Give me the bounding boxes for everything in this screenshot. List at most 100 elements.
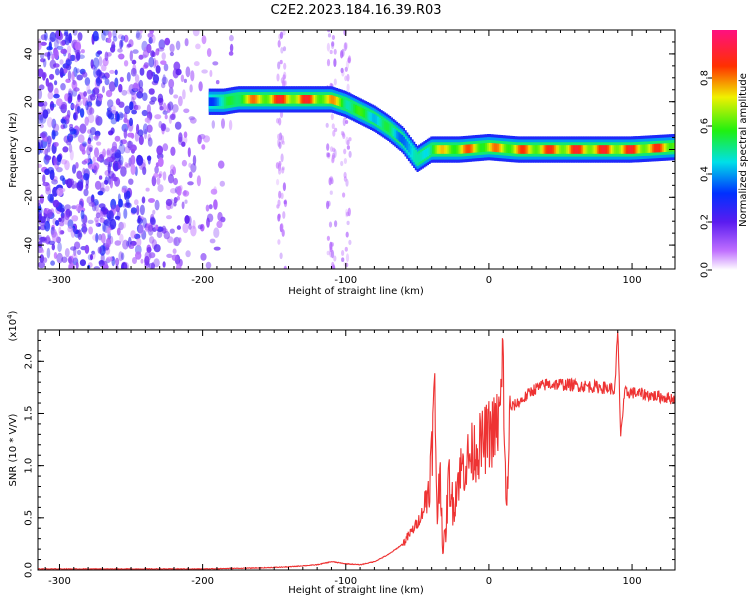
heatmap-cell	[340, 67, 344, 74]
heatmap-cell	[343, 158, 347, 164]
heatmap-cell	[541, 145, 545, 154]
heatmap-cell	[84, 77, 91, 86]
heatmap-cell	[83, 188, 89, 197]
heatmap-cell	[52, 186, 59, 197]
heatmap-cell	[147, 137, 153, 147]
heatmap-cell	[555, 145, 558, 154]
heatmap-cell	[40, 53, 45, 59]
heatmap-cell	[201, 69, 208, 74]
heatmap-cell	[76, 181, 84, 191]
heatmap-cell	[84, 244, 90, 254]
heatmap-cell	[663, 143, 667, 152]
heatmap-cell	[540, 145, 543, 154]
heatmap-cell	[478, 143, 481, 153]
heatmap-cell	[169, 51, 174, 57]
heatmap-cell	[148, 88, 155, 95]
heatmap-cell	[320, 95, 323, 104]
heatmap-cell	[474, 143, 478, 153]
heatmap-cell	[567, 145, 570, 154]
heatmap-cell	[228, 51, 234, 56]
heatmap-cell	[97, 190, 104, 196]
heatmap-cell	[215, 80, 220, 85]
heatmap-cell	[82, 71, 88, 78]
heatmap-cell	[118, 251, 123, 262]
heatmap-cell	[492, 143, 495, 152]
heatmap-cell	[123, 128, 128, 139]
heatmap-cell	[66, 45, 71, 55]
heatmap-cell	[586, 145, 589, 154]
heatmap-cell	[342, 192, 346, 198]
snr-y-multiplier-close: )	[8, 310, 19, 314]
heatmap-cell	[315, 95, 318, 104]
heatmap-cell	[304, 95, 308, 104]
heatmap-cell	[281, 167, 285, 174]
heatmap-cell	[99, 209, 103, 220]
heatmap-cell	[383, 121, 387, 130]
heatmap-cell	[450, 145, 454, 154]
heatmap-cell	[142, 123, 149, 135]
heatmap-cell	[51, 118, 57, 129]
heatmap-cell	[331, 152, 336, 159]
heatmap-cell	[595, 145, 598, 154]
heatmap-cell	[49, 59, 57, 69]
heatmap-cell	[136, 155, 144, 166]
heatmap-cell	[213, 97, 216, 106]
heatmap-cell	[126, 72, 131, 82]
heatmap-cell	[154, 199, 160, 211]
heatmap-cell	[174, 121, 182, 130]
heatmap-cell	[370, 112, 373, 122]
heatmap-cell	[87, 89, 92, 94]
heatmap-cell	[90, 59, 94, 69]
heatmap-cell	[53, 123, 60, 133]
heatmap-cell	[155, 65, 161, 74]
heatmap-cell	[258, 95, 261, 104]
heatmap-cell	[126, 89, 133, 95]
heatmap-cell	[277, 133, 281, 140]
heatmap-cell	[361, 108, 364, 117]
heatmap-cell	[105, 185, 110, 192]
heatmap-cell	[395, 130, 399, 140]
heatmap-cell	[347, 101, 350, 110]
heatmap-cell	[67, 90, 74, 99]
heatmap-cell	[145, 223, 150, 229]
heatmap-cell	[118, 53, 125, 60]
heatmap-cell	[559, 145, 562, 154]
heatmap-cell	[206, 213, 214, 223]
heatmap-cell	[282, 30, 286, 36]
heatmap-cell	[329, 190, 333, 195]
heatmap-cell	[70, 227, 76, 238]
heatmap-cell	[578, 145, 581, 154]
heatmap-cell	[51, 53, 55, 61]
heatmap-cell	[280, 192, 284, 199]
heatmap-cell	[163, 231, 170, 240]
heatmap-cell	[121, 89, 128, 96]
heatmap-cell	[488, 142, 491, 152]
heatmap-cell	[91, 250, 95, 255]
heatmap-cell	[60, 118, 66, 124]
heatmap-cell	[103, 218, 111, 227]
heatmap-cell	[330, 113, 334, 121]
heatmap-cell	[345, 231, 349, 238]
heatmap-cell	[524, 145, 527, 154]
heatmap-cell	[190, 163, 197, 173]
heatmap-cell	[358, 106, 361, 116]
heatmap-cell	[117, 48, 123, 53]
heatmap-cell	[109, 218, 117, 230]
heatmap-cell	[64, 179, 69, 185]
heatmap-cell	[69, 127, 75, 132]
heatmap-cell	[332, 95, 335, 105]
heatmap-cell	[95, 212, 101, 219]
heatmap-cell	[145, 187, 150, 192]
heatmap-cell	[161, 52, 166, 61]
heatmap-cell	[107, 99, 114, 108]
heatmap-cell	[159, 105, 164, 111]
heatmap-cell	[276, 118, 280, 124]
heatmap-cell	[131, 59, 137, 65]
heatmap-cell	[138, 87, 144, 94]
heatmap-cell	[343, 171, 347, 179]
heatmap-cell	[148, 56, 155, 68]
heatmap-cell	[105, 90, 113, 98]
heatmap-cell	[566, 145, 569, 154]
heatmap-cell	[49, 73, 55, 80]
heatmap-cell	[471, 144, 474, 153]
